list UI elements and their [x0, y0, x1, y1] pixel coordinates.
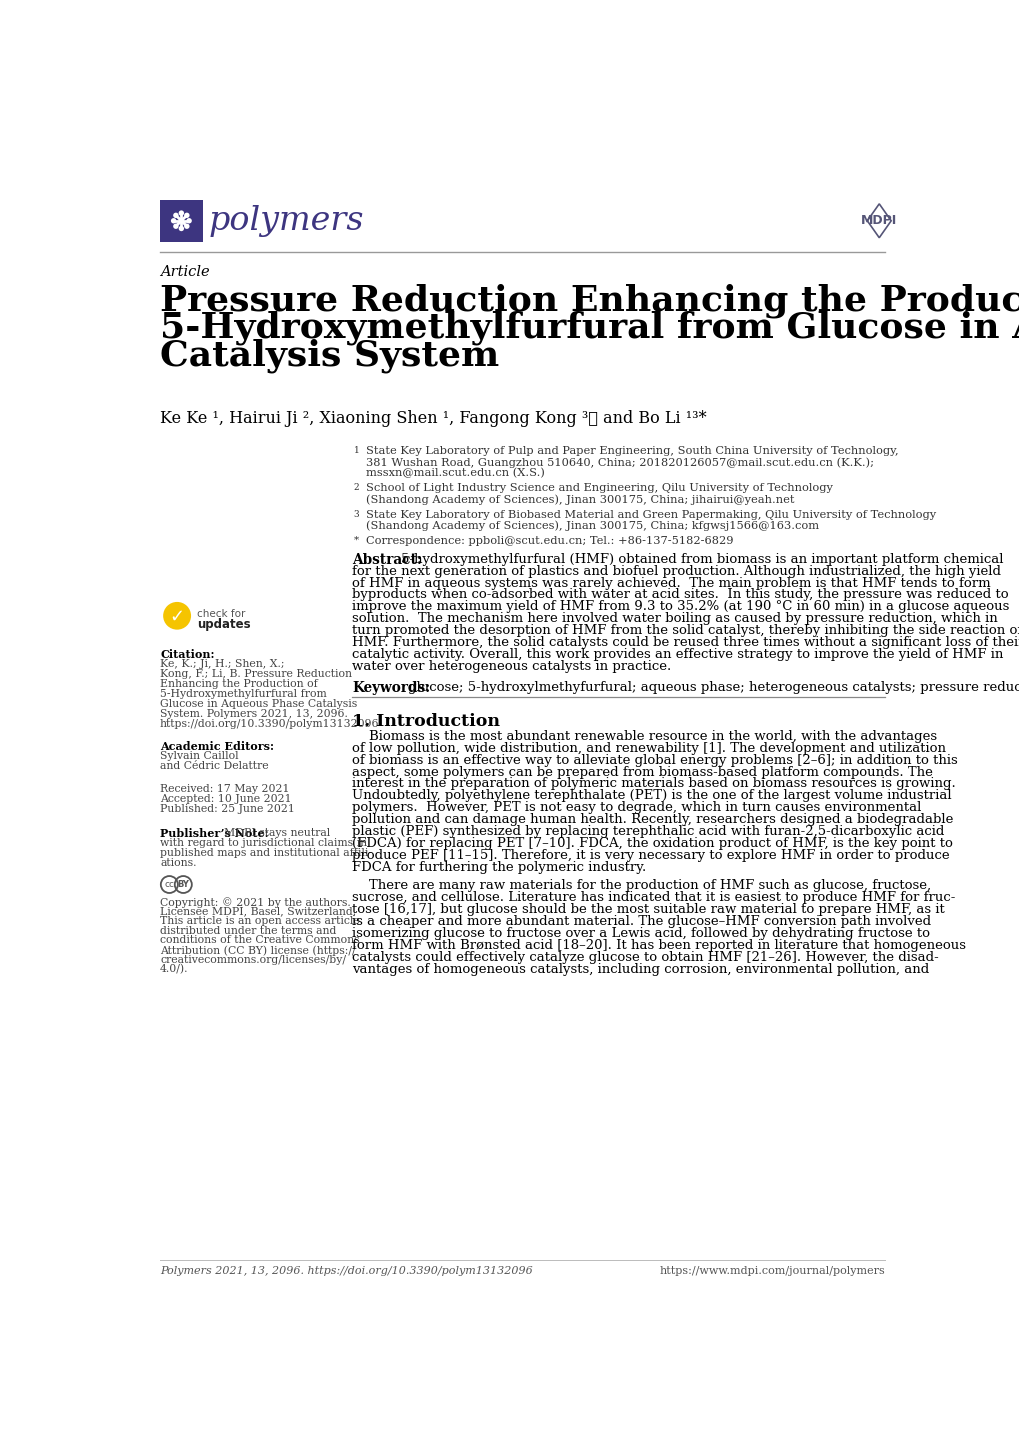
Text: Undoubtedly, polyethylene terephthalate (PET) is the one of the largest volume i: Undoubtedly, polyethylene terephthalate …	[352, 789, 951, 802]
Text: ations.: ations.	[160, 858, 197, 868]
Text: cc: cc	[164, 880, 174, 890]
Text: creativecommons.org/licenses/by/: creativecommons.org/licenses/by/	[160, 955, 345, 965]
Text: System. Polymers 2021, 13, 2096.: System. Polymers 2021, 13, 2096.	[160, 709, 347, 720]
Text: https://doi.org/10.3390/polym13132096: https://doi.org/10.3390/polym13132096	[160, 720, 379, 730]
Text: 4.0/).: 4.0/).	[160, 965, 189, 975]
Text: improve the maximum yield of HMF from 9.3 to 35.2% (at 190 °C in 60 min) in a gl: improve the maximum yield of HMF from 9.…	[352, 600, 1009, 613]
Text: catalytic activity. Overall, this work provides an effective strategy to improve: catalytic activity. Overall, this work p…	[352, 647, 1003, 660]
Text: 5-Hydroxymethylfurfural from Glucose in Aqueous Phase: 5-Hydroxymethylfurfural from Glucose in …	[160, 311, 1019, 346]
Text: Ke Ke ¹, Hairui Ji ², Xiaoning Shen ¹, Fangong Kong ³ⓘ and Bo Li ¹³*: Ke Ke ¹, Hairui Ji ², Xiaoning Shen ¹, F…	[160, 410, 706, 427]
FancyBboxPatch shape	[160, 200, 203, 242]
Text: tose [16,17], but glucose should be the most suitable raw material to prepare HM: tose [16,17], but glucose should be the …	[352, 903, 944, 916]
Text: Article: Article	[160, 265, 210, 280]
Text: Copyright: © 2021 by the authors.: Copyright: © 2021 by the authors.	[160, 897, 351, 907]
Text: Kong, F.; Li, B. Pressure Reduction: Kong, F.; Li, B. Pressure Reduction	[160, 669, 352, 679]
Text: Pressure Reduction Enhancing the Production of: Pressure Reduction Enhancing the Product…	[160, 283, 1019, 317]
Text: Published: 25 June 2021: Published: 25 June 2021	[160, 803, 294, 813]
Text: Correspondence: ppboli@scut.edu.cn; Tel.: +86-137-5182-6829: Correspondence: ppboli@scut.edu.cn; Tel.…	[366, 536, 733, 545]
Text: 5-Hydroxymethylfurfural from: 5-Hydroxymethylfurfural from	[160, 689, 326, 699]
Text: Ke, K.; Ji, H.; Shen, X.;: Ke, K.; Ji, H.; Shen, X.;	[160, 659, 284, 669]
Text: (FDCA) for replacing PET [7–10]. FDCA, the oxidation product of HMF, is the key : (FDCA) for replacing PET [7–10]. FDCA, t…	[352, 838, 952, 851]
Text: form HMF with Brønsted acid [18–20]. It has been reported in literature that hom: form HMF with Brønsted acid [18–20]. It …	[352, 939, 965, 952]
Text: (Shandong Academy of Sciences), Jinan 300175, China; kfgwsj1566@163.com: (Shandong Academy of Sciences), Jinan 30…	[366, 521, 818, 531]
Circle shape	[184, 212, 190, 218]
Text: plastic (PEF) synthesized by replacing terephthalic acid with furan-2,5-dicarbox: plastic (PEF) synthesized by replacing t…	[352, 825, 944, 838]
Text: of biomass is an effective way to alleviate global energy problems [2–6]; in add: of biomass is an effective way to allevi…	[352, 754, 957, 767]
Circle shape	[173, 212, 178, 218]
Text: polymers.  However, PET is not easy to degrade, which in turn causes environment: polymers. However, PET is not easy to de…	[352, 802, 921, 815]
Text: pollution and can damage human health. Recently, researchers designed a biodegra: pollution and can damage human health. R…	[352, 813, 953, 826]
Text: Sylvain Caillol: Sylvain Caillol	[160, 751, 238, 761]
Circle shape	[186, 218, 192, 224]
Text: glucose; 5-hydroxylmethyfurfural; aqueous phase; heterogeneous catalysts; pressu: glucose; 5-hydroxylmethyfurfural; aqueou…	[408, 681, 1019, 694]
Text: MDPI: MDPI	[860, 215, 897, 228]
Text: State Key Laboratory of Biobased Material and Green Papermaking, Qilu University: State Key Laboratory of Biobased Materia…	[366, 509, 935, 519]
Text: Catalysis System: Catalysis System	[160, 339, 499, 373]
Text: *: *	[354, 536, 359, 545]
Text: Biomass is the most abundant renewable resource in the world, with the advantage: Biomass is the most abundant renewable r…	[352, 730, 936, 743]
Text: polymers: polymers	[208, 205, 363, 236]
Text: Attribution (CC BY) license (https://: Attribution (CC BY) license (https://	[160, 945, 356, 956]
Text: updates: updates	[197, 619, 251, 632]
Text: Received: 17 May 2021: Received: 17 May 2021	[160, 783, 289, 793]
Text: and Cédric Delattre: and Cédric Delattre	[160, 761, 268, 771]
Circle shape	[178, 226, 183, 231]
Text: 1. Introduction: 1. Introduction	[352, 712, 499, 730]
Text: School of Light Industry Science and Engineering, Qilu University of Technology: School of Light Industry Science and Eng…	[366, 483, 833, 493]
Text: 3: 3	[354, 509, 359, 519]
Text: FDCA for furthering the polymeric industry.: FDCA for furthering the polymeric indust…	[352, 861, 646, 874]
Text: of HMF in aqueous systems was rarely achieved.  The main problem is that HMF ten: of HMF in aqueous systems was rarely ach…	[352, 577, 989, 590]
Text: interest in the preparation of polymeric materials based on biomass resources is: interest in the preparation of polymeric…	[352, 777, 955, 790]
Circle shape	[171, 218, 176, 224]
Text: solution.  The mechanism here involved water boiling as caused by pressure reduc: solution. The mechanism here involved wa…	[352, 613, 997, 626]
Text: 2: 2	[354, 483, 359, 492]
Text: HMF. Furthermore, the solid catalysts could be reused three times without a sign: HMF. Furthermore, the solid catalysts co…	[352, 636, 1019, 649]
Text: vantages of homogeneous catalysts, including corrosion, environmental pollution,: vantages of homogeneous catalysts, inclu…	[352, 963, 928, 976]
Text: 1: 1	[354, 447, 360, 456]
Text: byproducts when co-adsorbed with water at acid sites.  In this study, the pressu: byproducts when co-adsorbed with water a…	[352, 588, 1008, 601]
Text: BY: BY	[177, 880, 190, 890]
Text: Keywords:: Keywords:	[352, 681, 430, 695]
Text: Accepted: 10 June 2021: Accepted: 10 June 2021	[160, 793, 291, 803]
Circle shape	[184, 224, 190, 229]
Text: Academic Editors:: Academic Editors:	[160, 741, 274, 753]
Text: Enhancing the Production of: Enhancing the Production of	[160, 679, 318, 689]
Text: water over heterogeneous catalysts in practice.: water over heterogeneous catalysts in pr…	[352, 660, 671, 673]
Text: catalysts could effectively catalyze glucose to obtain HMF [21–26]. However, the: catalysts could effectively catalyze glu…	[352, 950, 938, 963]
Text: sucrose, and cellulose. Literature has indicated that it is easiest to produce H: sucrose, and cellulose. Literature has i…	[352, 891, 955, 904]
Text: State Key Laboratory of Pulp and Paper Engineering, South China University of Te: State Key Laboratory of Pulp and Paper E…	[366, 447, 898, 456]
Text: with regard to jurisdictional claims in: with regard to jurisdictional claims in	[160, 838, 367, 848]
Text: ✓: ✓	[169, 607, 184, 626]
Text: 381 Wushan Road, Guangzhou 510640, China; 201820126057@mail.scut.edu.cn (K.K.);: 381 Wushan Road, Guangzhou 510640, China…	[366, 457, 873, 467]
Text: (Shandong Academy of Sciences), Jinan 300175, China; jihairui@yeah.net: (Shandong Academy of Sciences), Jinan 30…	[366, 495, 794, 505]
Text: is a cheaper and more abundant material. The glucose–HMF conversion path involve: is a cheaper and more abundant material.…	[352, 914, 930, 929]
Text: 5-hydroxymethylfurfural (HMF) obtained from biomass is an important platform che: 5-hydroxymethylfurfural (HMF) obtained f…	[400, 552, 1003, 565]
Text: published maps and institutional affili-: published maps and institutional affili-	[160, 848, 372, 858]
Text: of low pollution, wide distribution, and renewability [1]. The development and u: of low pollution, wide distribution, and…	[352, 741, 946, 754]
Text: There are many raw materials for the production of HMF such as glucose, fructose: There are many raw materials for the pro…	[352, 880, 930, 893]
Text: Glucose in Aqueous Phase Catalysis: Glucose in Aqueous Phase Catalysis	[160, 699, 357, 709]
Text: Polymers 2021, 13, 2096. https://doi.org/10.3390/polym13132096: Polymers 2021, 13, 2096. https://doi.org…	[160, 1266, 532, 1276]
Circle shape	[178, 211, 183, 216]
Text: This article is an open access article: This article is an open access article	[160, 916, 360, 926]
Text: mssxn@mail.scut.edu.cn (X.S.): mssxn@mail.scut.edu.cn (X.S.)	[366, 469, 544, 479]
Text: turn promoted the desorption of HMF from the solid catalyst, thereby inhibiting : turn promoted the desorption of HMF from…	[352, 624, 1019, 637]
Circle shape	[173, 224, 178, 229]
Text: https://www.mdpi.com/journal/polymers: https://www.mdpi.com/journal/polymers	[659, 1266, 884, 1276]
Text: conditions of the Creative Commons: conditions of the Creative Commons	[160, 936, 360, 946]
Circle shape	[178, 218, 183, 224]
Circle shape	[163, 601, 191, 630]
Text: for the next generation of plastics and biofuel production. Although industriali: for the next generation of plastics and …	[352, 565, 1001, 578]
Text: check for: check for	[197, 609, 246, 619]
Text: aspect, some polymers can be prepared from biomass-based platform compounds. The: aspect, some polymers can be prepared fr…	[352, 766, 932, 779]
Text: distributed under the terms and: distributed under the terms and	[160, 926, 336, 936]
Text: produce PEF [11–15]. Therefore, it is very necessary to explore HMF in order to : produce PEF [11–15]. Therefore, it is ve…	[352, 849, 949, 862]
Text: Licensee MDPI, Basel, Switzerland.: Licensee MDPI, Basel, Switzerland.	[160, 907, 356, 917]
Text: Publisher’s Note:: Publisher’s Note:	[160, 828, 268, 839]
Text: MDPI stays neutral: MDPI stays neutral	[223, 828, 329, 838]
Text: Abstract:: Abstract:	[352, 552, 422, 567]
Text: Citation:: Citation:	[160, 649, 214, 660]
Text: isomerizing glucose to fructose over a Lewis acid, followed by dehydrating fruct: isomerizing glucose to fructose over a L…	[352, 927, 929, 940]
